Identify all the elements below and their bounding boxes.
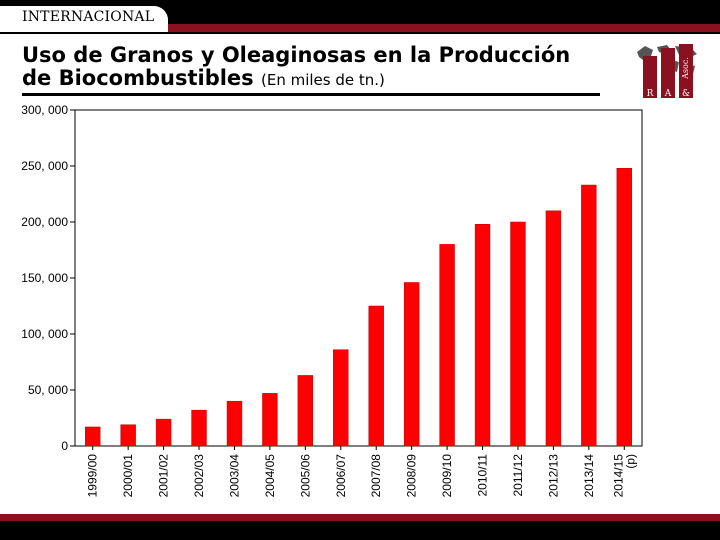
- bar: [474, 223, 491, 447]
- bottom-accent-stripe: [0, 514, 720, 521]
- title-line-2-text: de Biocombustibles: [22, 66, 254, 90]
- x-tick-label: 2014/15(p): [611, 454, 637, 498]
- x-tick-label: 2012/13: [546, 454, 560, 498]
- slide-title: Uso de Granos y Oleaginosas en la Produc…: [22, 44, 602, 92]
- x-tick-label: 2010/11: [476, 454, 490, 497]
- top-accent-stripe: [0, 24, 720, 32]
- ra-logo: R A & Asoc.: [637, 44, 697, 99]
- x-tick-label: 2001/02: [157, 454, 171, 498]
- bar: [85, 426, 101, 447]
- y-tick-label: 300, 000: [21, 103, 68, 117]
- bar: [155, 418, 172, 447]
- bar: [120, 424, 136, 447]
- bar: [297, 375, 314, 447]
- bar: [333, 349, 349, 447]
- x-tick-label: 2002/03: [192, 454, 206, 498]
- bar: [581, 184, 597, 447]
- top-banner: INTERNACIONAL: [0, 0, 720, 34]
- bar: [191, 409, 207, 447]
- logo-block-a: [661, 48, 675, 98]
- bar: [403, 282, 420, 447]
- title-line-2: de Biocombustibles (En miles de tn.): [22, 67, 602, 92]
- bar: [439, 244, 455, 447]
- x-tick-label: 2013/14: [582, 454, 596, 498]
- title-underline: [22, 93, 600, 96]
- bar: [262, 393, 278, 447]
- logo-letter-r: R: [647, 89, 654, 99]
- logo-ampersand: &: [682, 89, 690, 99]
- subtitle: (En miles de tn.): [260, 71, 385, 89]
- x-tick-label: 2004/05: [263, 454, 277, 498]
- x-tick-label: 2006/07: [334, 454, 348, 498]
- bottom-banner: [0, 514, 720, 540]
- y-tick-label: 100, 000: [21, 327, 68, 341]
- logo-block-r: [643, 56, 657, 98]
- bar: [545, 210, 562, 447]
- y-tick-label: 250, 000: [21, 159, 68, 173]
- title-line-1: Uso de Granos y Oleaginosas en la Produc…: [22, 43, 571, 67]
- y-tick-label: 0: [61, 439, 68, 453]
- logo-block-asoc: [679, 44, 693, 98]
- x-tick-label: 2008/09: [405, 454, 419, 498]
- x-tick-label: 1999/00: [86, 454, 100, 498]
- bar: [226, 400, 243, 447]
- y-tick-label: 150, 000: [21, 271, 68, 285]
- x-tick-label: 2007/08: [369, 454, 383, 498]
- x-tick-label: 2011/12: [511, 454, 525, 497]
- bar: [616, 167, 632, 447]
- logo-asoc: Asoc.: [681, 57, 690, 80]
- section-label: INTERNACIONAL: [0, 6, 169, 32]
- x-tick-label: 2003/04: [227, 454, 241, 498]
- bar: [368, 305, 384, 447]
- x-tick-label: 2005/06: [298, 454, 312, 498]
- x-tick-label: 2000/01: [121, 454, 135, 498]
- bar: [510, 221, 526, 447]
- y-tick-label: 50, 000: [28, 383, 68, 397]
- y-tick-label: 200, 000: [21, 215, 68, 229]
- logo-letter-a: A: [664, 89, 672, 99]
- x-tick-label: 2009/10: [440, 454, 454, 498]
- bar-chart: 0 50, 000 100, 000 150, 000 200, 000 250, 000…: [21, 103, 643, 498]
